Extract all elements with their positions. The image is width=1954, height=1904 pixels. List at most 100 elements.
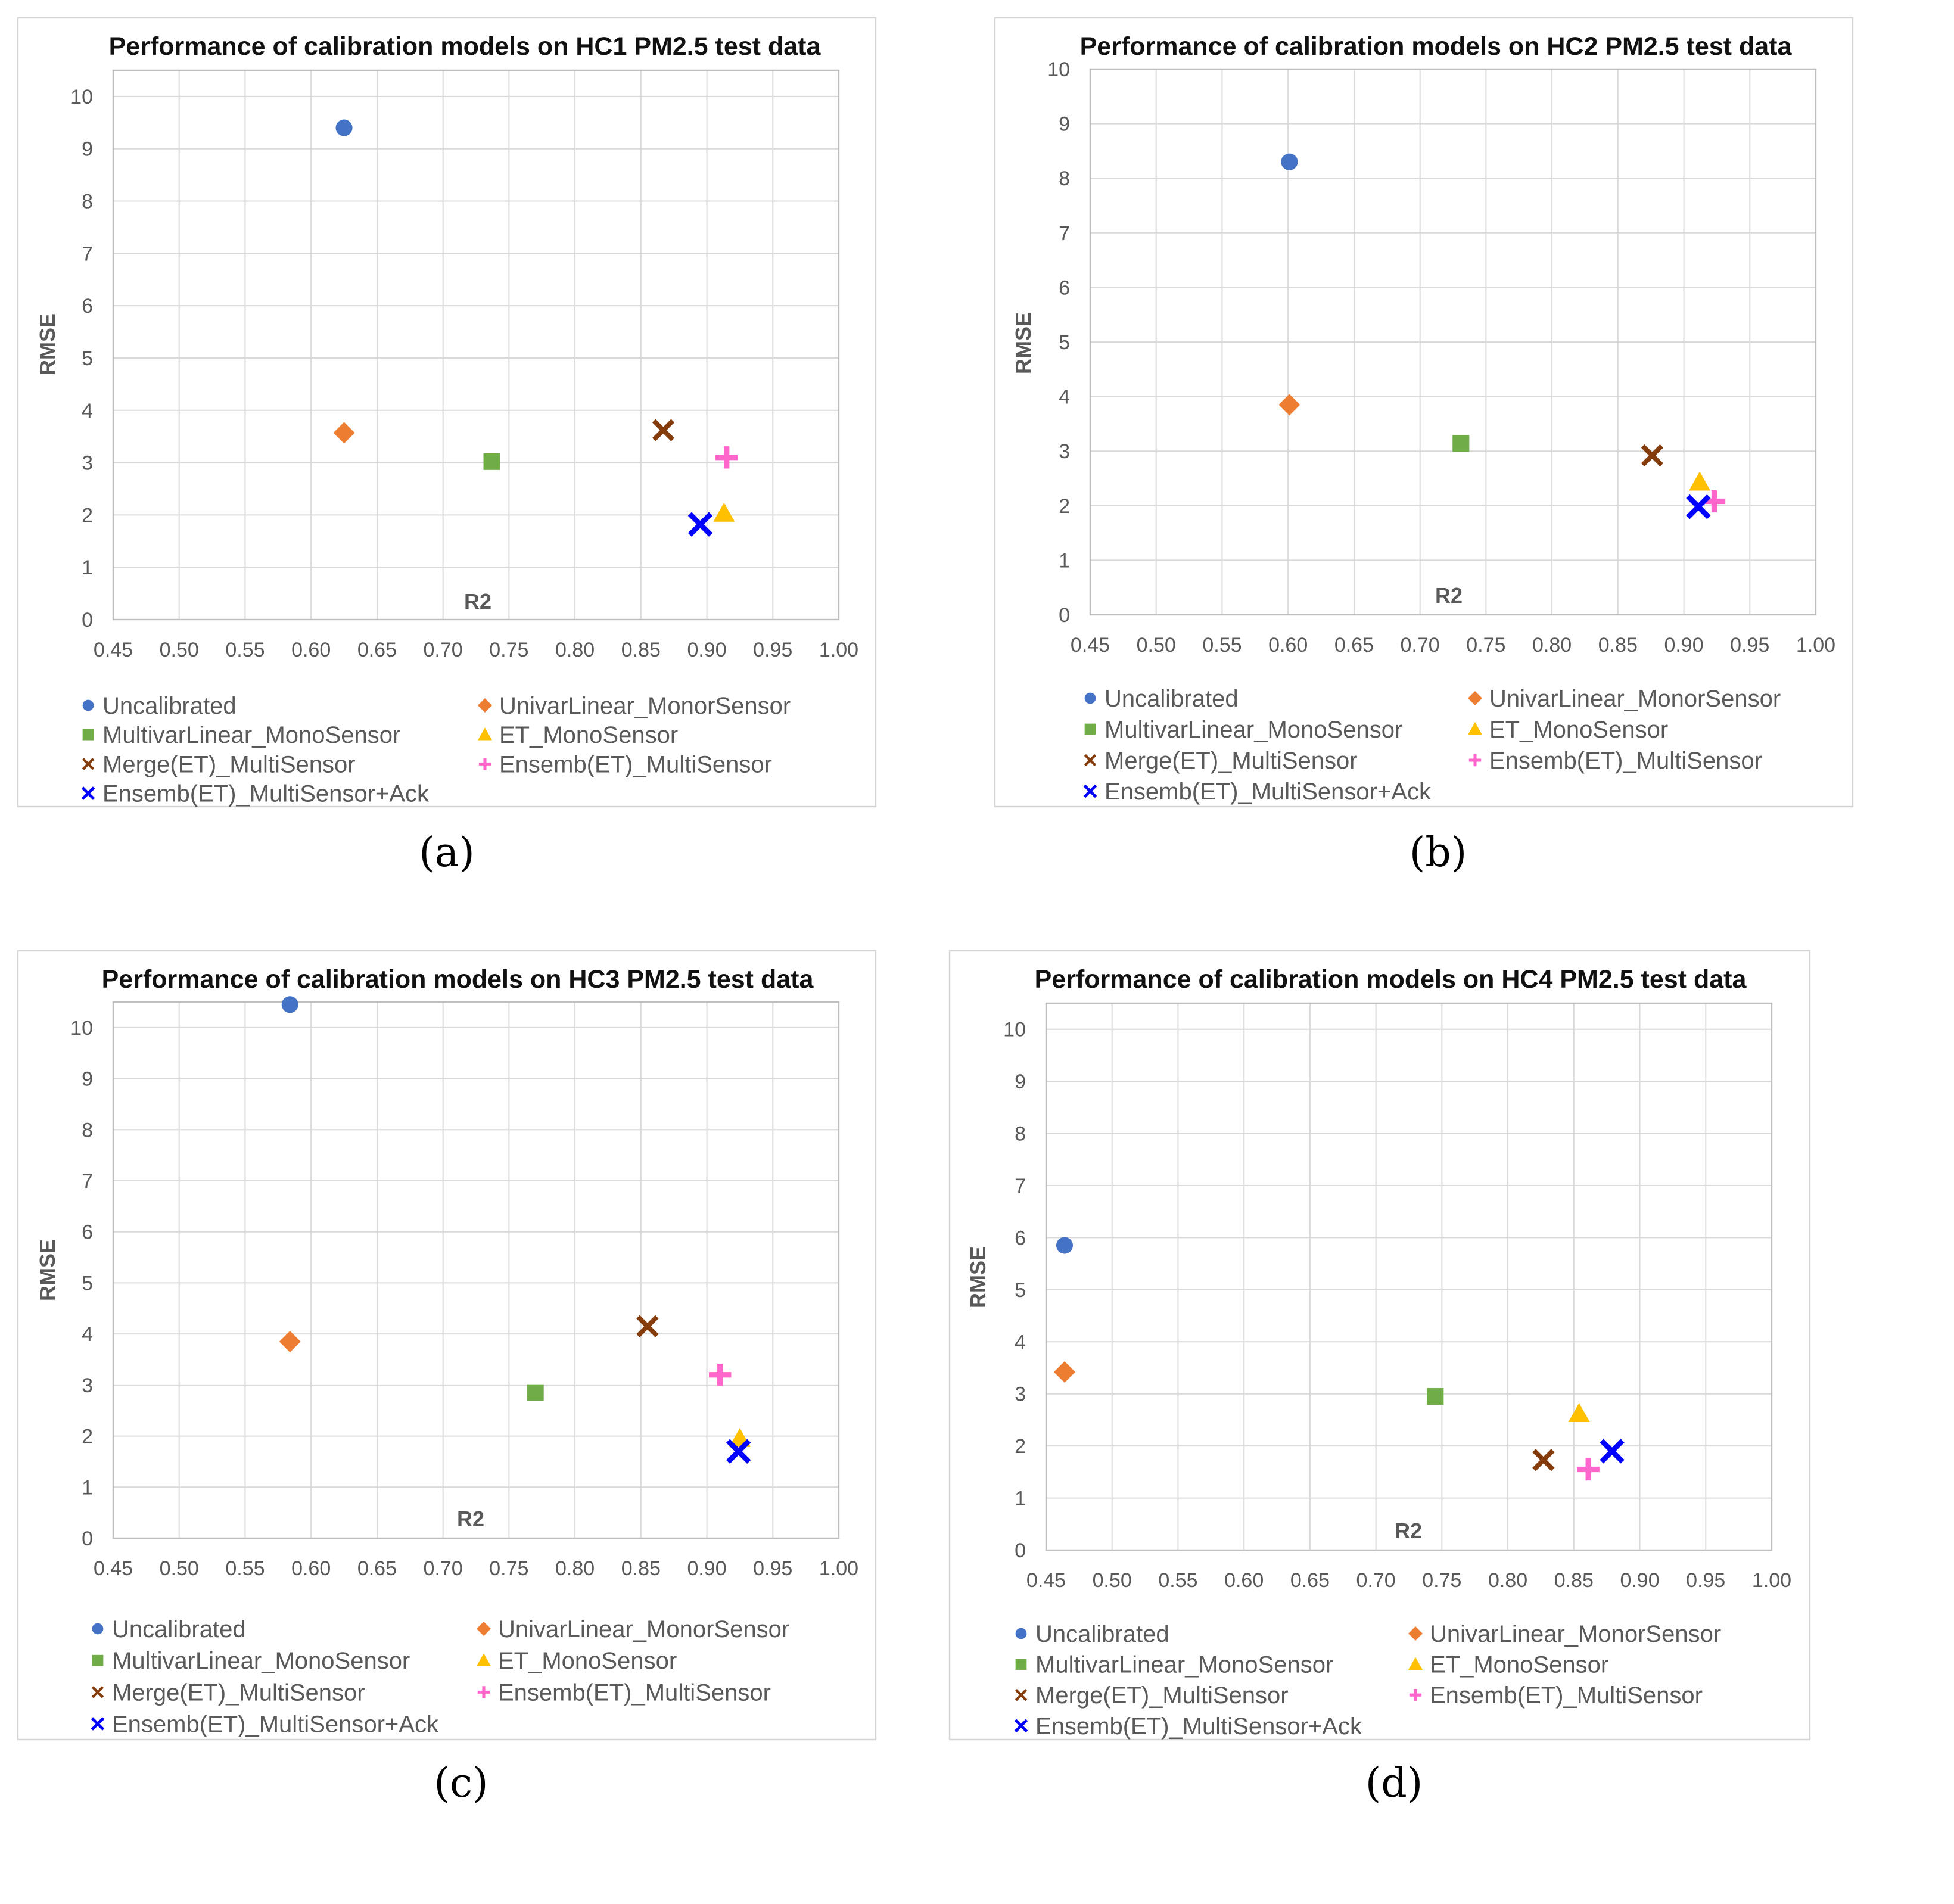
legend-item: MultivarLinear_MonoSensor bbox=[92, 1648, 410, 1674]
x-tick-labels: 0.45 0.50 0.55 0.60 0.65 0.70 0.75 0.80 0.85 0.90… bbox=[94, 639, 858, 661]
x-tick-label: 1.00 bbox=[819, 639, 858, 661]
x-tick-label: 0.75 bbox=[1466, 634, 1505, 657]
legend-marker bbox=[477, 1686, 490, 1698]
data-point-ensemb-et-multisensor bbox=[715, 446, 738, 469]
legend-item: MultivarLinear_MonoSensor bbox=[1084, 717, 1402, 743]
legend-item: ET_MonoSensor bbox=[1468, 717, 1668, 743]
y-tick-label: 6 bbox=[1015, 1227, 1026, 1249]
data-point-uncalibrated bbox=[1281, 153, 1298, 170]
legend-marker bbox=[477, 1622, 491, 1636]
legend-marker bbox=[1468, 754, 1482, 767]
legend: Uncalibrated UnivarLinear_MonorSensor Mult… bbox=[1083, 686, 1781, 805]
x-tick-label: 0.85 bbox=[621, 1557, 661, 1580]
x-tick-label: 0.85 bbox=[621, 639, 661, 661]
legend-item: Uncalibrated bbox=[92, 1616, 246, 1642]
x-tick-label: 0.70 bbox=[1401, 634, 1440, 657]
x-tick-label: 0.80 bbox=[555, 1557, 595, 1580]
legend-item: ET_MonoSensor bbox=[1408, 1652, 1608, 1678]
data-point-merge-et-multisensor bbox=[636, 1315, 659, 1337]
x-tick-label: 0.95 bbox=[1686, 1569, 1725, 1592]
y-tick-label: 3 bbox=[1059, 440, 1070, 463]
grid bbox=[113, 70, 839, 620]
x-tick-label: 0.95 bbox=[1730, 634, 1769, 657]
y-tick-label: 3 bbox=[1015, 1383, 1026, 1406]
y-tick-label: 8 bbox=[1015, 1123, 1026, 1146]
y-tick-label: 3 bbox=[82, 1374, 93, 1397]
legend-label: ET_MonoSensor bbox=[499, 722, 678, 748]
data-point-multivarlinear-monosensor bbox=[1452, 435, 1470, 452]
data-point-merge-et-multisensor bbox=[1641, 444, 1664, 467]
legend-marker bbox=[1015, 1659, 1027, 1670]
y-tick-label: 7 bbox=[82, 242, 93, 265]
legend-item: Merge(ET)_MultiSensor bbox=[91, 1679, 365, 1706]
y-tick-labels: 0 1 2 3 4 5 6 7 8 9 10 bbox=[70, 86, 93, 631]
y-tick-label: 9 bbox=[82, 1068, 93, 1091]
legend-item: Ensemb(ET)_MultiSensor+Ack bbox=[1083, 779, 1432, 805]
panel-caption: (d) bbox=[1365, 1760, 1423, 1807]
data-point-ensemb-et-multisensor-ack bbox=[687, 512, 713, 537]
data-point-et-monosensor bbox=[1689, 471, 1711, 491]
x-tick-label: 0.55 bbox=[1202, 634, 1242, 657]
x-tick-label: 0.50 bbox=[160, 639, 199, 661]
x-tick-label: 0.95 bbox=[753, 639, 792, 661]
y-tick-label: 1 bbox=[82, 556, 93, 579]
y-tick-label: 4 bbox=[82, 1323, 93, 1346]
legend-marker bbox=[91, 1686, 104, 1698]
panel-b-frame bbox=[994, 17, 1854, 808]
panel-c-frame bbox=[17, 950, 877, 1741]
legend-label: ET_MonoSensor bbox=[498, 1648, 677, 1674]
legend: Uncalibrated UnivarLinear_MonorSensor Mult… bbox=[81, 693, 791, 807]
legend-label: MultivarLinear_MonoSensor bbox=[112, 1648, 410, 1674]
y-tick-label: 8 bbox=[82, 1119, 93, 1141]
y-axis-label: RMSE bbox=[966, 1246, 990, 1308]
x-tick-label: 0.75 bbox=[1422, 1569, 1461, 1592]
panel-caption: (a) bbox=[419, 829, 475, 876]
x-tick-label: 0.70 bbox=[1356, 1569, 1396, 1592]
y-tick-label: 1 bbox=[82, 1476, 93, 1499]
legend-marker bbox=[1083, 784, 1097, 798]
chart-title: Performance of calibration models on HC2… bbox=[1080, 32, 1793, 61]
plot-area bbox=[112, 1001, 840, 1539]
y-tick-label: 6 bbox=[1059, 276, 1070, 299]
data-point-merge-et-multisensor bbox=[652, 419, 675, 441]
y-tick-label: 10 bbox=[1047, 58, 1070, 81]
y-tick-label: 1 bbox=[1015, 1488, 1026, 1510]
legend-label: UnivarLinear_MonorSensor bbox=[499, 693, 791, 719]
plot-area bbox=[112, 69, 840, 621]
panel-c: Performance of calibration models on HC3… bbox=[17, 950, 877, 1807]
y-tick-label: 3 bbox=[82, 452, 93, 475]
y-tick-label: 8 bbox=[1059, 167, 1070, 190]
legend-label: Merge(ET)_MultiSensor bbox=[1104, 748, 1358, 774]
y-tick-label: 5 bbox=[82, 1272, 93, 1295]
y-tick-label: 7 bbox=[1059, 222, 1070, 245]
legend-item: Ensemb(ET)_MultiSensor bbox=[478, 751, 772, 777]
data-point-ensemb-et-multisensor-ack bbox=[726, 1439, 751, 1464]
legend-marker bbox=[92, 1654, 104, 1666]
legend-marker bbox=[1408, 1626, 1423, 1641]
y-tick-label: 8 bbox=[82, 191, 93, 213]
panel-caption: (b) bbox=[1410, 829, 1467, 876]
x-tick-label: 0.85 bbox=[1598, 634, 1638, 657]
x-tick-label: 0.60 bbox=[291, 639, 331, 661]
legend-label: ET_MonoSensor bbox=[1430, 1652, 1608, 1678]
x-tick-label: 0.60 bbox=[1224, 1569, 1264, 1592]
legend-item: Ensemb(ET)_MultiSensor+Ack bbox=[1014, 1713, 1362, 1740]
y-tick-label: 2 bbox=[1015, 1435, 1026, 1458]
x-tick-label: 0.45 bbox=[94, 639, 133, 661]
x-tick-label: 0.50 bbox=[1093, 1569, 1132, 1592]
panel-caption: (c) bbox=[434, 1760, 488, 1807]
x-tick-label: 0.55 bbox=[225, 639, 265, 661]
legend-item: ET_MonoSensor bbox=[477, 1648, 677, 1674]
x-tick-label: 0.75 bbox=[489, 639, 528, 661]
x-tick-label: 0.60 bbox=[1268, 634, 1308, 657]
legend-label: MultivarLinear_MonoSensor bbox=[102, 722, 400, 748]
x-tick-label: 0.55 bbox=[1158, 1569, 1197, 1592]
y-tick-labels: 0 1 2 3 4 5 6 7 8 9 10 bbox=[1003, 1019, 1026, 1562]
legend-label: Ensemb(ET)_MultiSensor+Ack bbox=[112, 1712, 439, 1738]
legend-marker bbox=[478, 727, 492, 741]
x-axis-label: R2 bbox=[457, 1507, 484, 1531]
x-tick-label: 0.65 bbox=[357, 1557, 397, 1580]
x-axis-label: R2 bbox=[1435, 583, 1463, 608]
legend-item: Ensemb(ET)_MultiSensor bbox=[1468, 748, 1762, 774]
legend-item: Uncalibrated bbox=[82, 693, 237, 719]
